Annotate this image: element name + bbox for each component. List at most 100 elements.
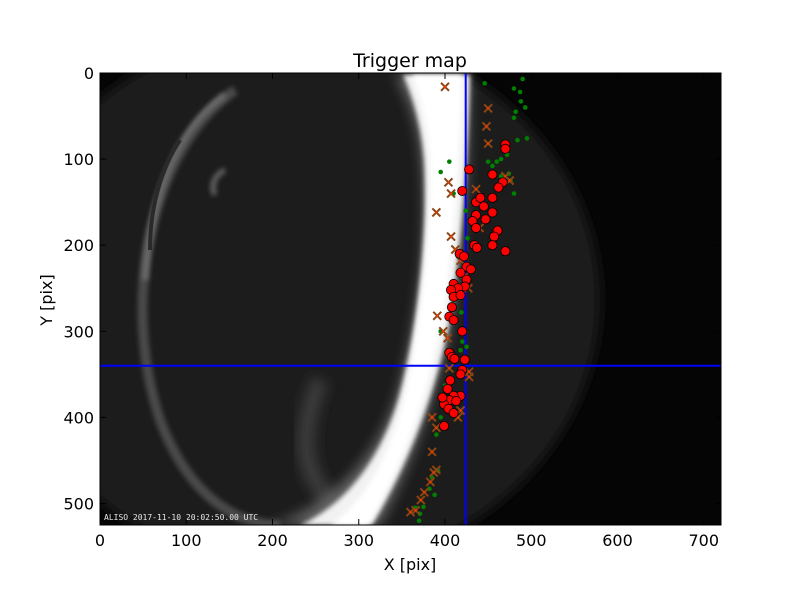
red-trigger-point — [478, 201, 489, 212]
x-trigger-point — [481, 121, 492, 132]
x-tick-label: 400 — [430, 531, 461, 550]
red-trigger-point — [487, 207, 498, 218]
x-trigger-point — [410, 505, 421, 516]
red-trigger-point — [487, 169, 498, 180]
green-trigger-point — [447, 159, 452, 164]
y-tick-label: 100 — [63, 150, 94, 169]
green-trigger-point — [459, 339, 465, 344]
green-trigger-point — [458, 347, 463, 353]
x-axis-ticks: 0 100 200 300 400 500 600 700 — [95, 73, 719, 550]
crosshair — [100, 73, 721, 525]
x-trigger-point — [444, 363, 455, 374]
x-trigger-point — [471, 184, 481, 194]
x-trigger-point — [431, 423, 442, 433]
x-tick-label: 200 — [257, 531, 288, 550]
green-trigger-point — [421, 504, 426, 510]
red-trigger-point — [459, 354, 470, 365]
trigger-markers — [405, 76, 530, 523]
x-trigger-point — [442, 333, 453, 343]
green-trigger-point — [416, 518, 422, 523]
image-timestamp: ALISO 2017-11-10 20:02:50.00 UTC — [104, 513, 258, 522]
x-trigger-point — [446, 188, 456, 199]
red-trigger-point — [471, 222, 482, 233]
red-trigger-point — [445, 375, 456, 386]
x-trigger-point — [483, 103, 493, 114]
x-trigger-point — [464, 372, 474, 382]
green-trigger-point — [465, 236, 470, 241]
x-tick-label: 300 — [343, 531, 374, 550]
red-trigger-point — [457, 185, 468, 196]
x-trigger-point — [446, 231, 456, 242]
red-trigger-point — [487, 240, 498, 251]
green-trigger-point — [511, 86, 517, 91]
x-tick-label: 500 — [516, 531, 547, 550]
red-trigger-point — [449, 353, 460, 364]
x-trigger-point — [419, 487, 430, 497]
red-trigger-point — [475, 192, 486, 203]
x-tick-label: 0 — [95, 531, 105, 550]
red-trigger-point — [455, 369, 466, 380]
green-trigger-point — [494, 159, 500, 164]
red-trigger-point — [487, 192, 498, 203]
red-trigger-point — [489, 231, 500, 242]
y-tick-label: 400 — [63, 408, 94, 427]
green-trigger-point — [459, 310, 464, 315]
y-tick-label: 300 — [63, 322, 94, 341]
x-trigger-point — [427, 447, 437, 457]
x-trigger-point — [416, 495, 426, 505]
x-trigger-point — [483, 138, 493, 149]
green-trigger-point — [482, 81, 487, 86]
red-trigger-point — [439, 420, 450, 431]
red-trigger-point — [457, 326, 468, 337]
x-trigger-point — [427, 412, 437, 423]
green-trigger-point — [432, 492, 437, 498]
green-trigger-point — [438, 415, 443, 420]
green-trigger-point — [464, 344, 469, 350]
x-tick-label: 700 — [688, 531, 719, 550]
green-trigger-point — [518, 99, 524, 104]
x-trigger-point — [431, 207, 442, 218]
red-trigger-point — [480, 214, 491, 225]
green-trigger-point — [498, 156, 504, 162]
red-trigger-point — [458, 251, 469, 262]
red-trigger-point — [446, 302, 457, 313]
plot-frame — [99, 72, 722, 526]
green-trigger-point — [438, 169, 443, 175]
green-trigger-point — [520, 76, 525, 82]
x-trigger-point — [425, 477, 436, 487]
red-trigger-point — [451, 396, 462, 407]
green-trigger-point — [511, 115, 517, 121]
red-trigger-point — [493, 182, 504, 193]
x-trigger-point — [438, 326, 448, 336]
chart-title: Trigger map — [352, 50, 467, 72]
x-trigger-point — [432, 311, 442, 321]
red-trigger-point — [500, 143, 511, 154]
x-trigger-point — [440, 82, 450, 92]
x-tick-label: 600 — [602, 531, 633, 550]
sky-image: ALISO 2017-11-10 20:02:50.00 UTC — [100, 73, 721, 525]
x-axis-label: X [pix] — [384, 555, 437, 574]
red-trigger-point — [455, 267, 466, 278]
green-trigger-point — [524, 136, 530, 141]
red-trigger-point — [448, 315, 459, 326]
red-trigger-point — [455, 290, 466, 301]
x-trigger-point — [443, 177, 454, 188]
green-trigger-point — [513, 109, 519, 115]
red-trigger-point — [437, 392, 448, 403]
x-trigger-point — [405, 507, 416, 517]
green-trigger-point — [522, 105, 528, 110]
green-trigger-point — [517, 89, 523, 95]
x-trigger-point — [429, 467, 439, 478]
red-trigger-point — [500, 246, 511, 257]
y-axis-label: Y [pix] — [37, 274, 56, 326]
green-trigger-point — [427, 486, 432, 492]
y-axis-ticks: 0 100 200 300 400 500 — [63, 64, 721, 513]
y-tick-label: 500 — [63, 494, 94, 513]
y-tick-label: 200 — [63, 236, 94, 255]
red-trigger-point — [465, 264, 476, 275]
green-trigger-point — [490, 163, 495, 169]
red-trigger-point — [464, 164, 475, 175]
x-tick-label: 100 — [171, 531, 202, 550]
green-trigger-point — [511, 191, 517, 196]
